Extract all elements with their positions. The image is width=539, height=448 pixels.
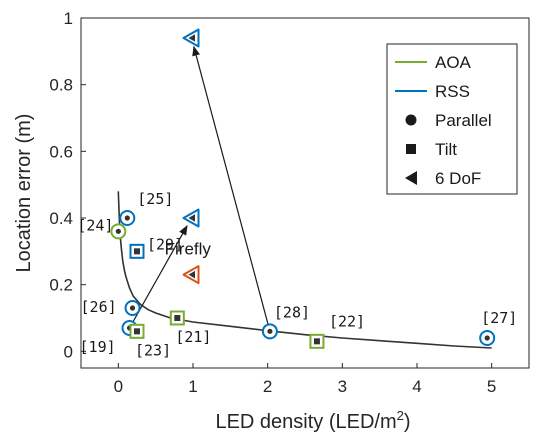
x-axis-label-sup: 2 xyxy=(397,408,404,423)
x-axis-label-main: LED density (LED/m xyxy=(215,411,396,433)
x-axis: 0 1 2 3 4 5 xyxy=(114,363,496,396)
arrow xyxy=(192,45,271,332)
reference-label: [24] xyxy=(77,216,113,234)
legend-entry-aoa: AOA xyxy=(395,53,472,72)
legend-label-rss: RSS xyxy=(435,82,470,101)
x-tick-label: 5 xyxy=(487,377,496,396)
legend-label-aoa: AOA xyxy=(435,53,472,72)
x-tick-label: 4 xyxy=(412,377,421,396)
data-point xyxy=(110,223,127,240)
legend-entry-tilt: Tilt xyxy=(406,140,457,159)
point-core xyxy=(124,215,130,221)
legend-label-tilt: Tilt xyxy=(435,140,457,159)
point-core xyxy=(267,328,273,334)
data-point xyxy=(129,243,145,259)
reference-label: [23] xyxy=(135,341,171,359)
legend-triangle-icon xyxy=(405,171,417,185)
legend-label-6dof: 6 DoF xyxy=(435,169,481,188)
reference-labels: [24] [25] [26] [19] [29] [23][21] [28] [22] [27] xyxy=(77,190,517,359)
trend-curve xyxy=(117,191,492,349)
x-tick-label: 2 xyxy=(263,377,272,396)
legend-entry-parallel: Parallel xyxy=(405,111,492,130)
data-point xyxy=(182,208,200,228)
point-core xyxy=(188,214,196,222)
legend-entry-6dof: 6 DoF xyxy=(405,169,481,188)
reference-label: [22] xyxy=(329,312,365,330)
x-axis-label-suffix: ) xyxy=(404,411,411,433)
y-axis: 0 0.2 0.4 0.6 0.8 1 xyxy=(49,9,86,361)
y-tick-label: 1 xyxy=(64,9,73,28)
point-core xyxy=(188,270,196,279)
x-axis-label: LED density (LED/m2) xyxy=(215,408,410,433)
x-tick-label: 1 xyxy=(188,377,197,396)
point-core xyxy=(134,248,140,255)
data-point xyxy=(124,300,141,316)
y-tick-label: 0 xyxy=(64,342,73,361)
trend-curve-line xyxy=(117,191,492,349)
data-point xyxy=(479,330,496,346)
point-core xyxy=(129,305,136,311)
point-core xyxy=(484,335,490,341)
reference-label: [25] xyxy=(137,190,173,208)
y-tick-label: 0.2 xyxy=(49,276,73,295)
reference-label: [21] xyxy=(175,328,211,346)
point-core xyxy=(134,328,140,335)
annotation-firefly: Firefly xyxy=(165,240,212,259)
x-tick-label: 0 xyxy=(114,377,123,396)
point-core xyxy=(115,228,121,234)
reference-label: [29] xyxy=(147,235,183,253)
reference-label: [28] xyxy=(274,303,310,321)
point-core xyxy=(188,34,196,42)
y-axis-label: Location error (m) xyxy=(13,114,35,273)
point-core xyxy=(313,338,320,345)
data-point xyxy=(169,310,185,326)
legend-square-icon xyxy=(406,144,416,154)
data-points xyxy=(110,28,496,349)
y-tick-label: 0.6 xyxy=(49,142,73,161)
legend-label-parallel: Parallel xyxy=(435,111,492,130)
data-point xyxy=(182,28,200,48)
y-tick-label: 0.4 xyxy=(49,209,73,228)
reference-label: [26] xyxy=(81,298,117,316)
legend: AOA RSS Parallel Tilt 6 DoF xyxy=(386,43,518,195)
y-tick-label: 0.8 xyxy=(49,76,73,95)
data-point xyxy=(261,323,278,340)
data-point xyxy=(182,265,200,285)
x-tick-label: 3 xyxy=(338,377,347,396)
point-core xyxy=(174,315,181,321)
data-point xyxy=(309,333,325,349)
reference-label: [19] xyxy=(80,338,116,356)
data-point xyxy=(119,210,136,226)
legend-entry-rss: RSS xyxy=(395,82,470,101)
data-point xyxy=(129,323,145,339)
legend-circle-icon xyxy=(405,114,417,126)
reference-label: [27] xyxy=(481,309,517,327)
